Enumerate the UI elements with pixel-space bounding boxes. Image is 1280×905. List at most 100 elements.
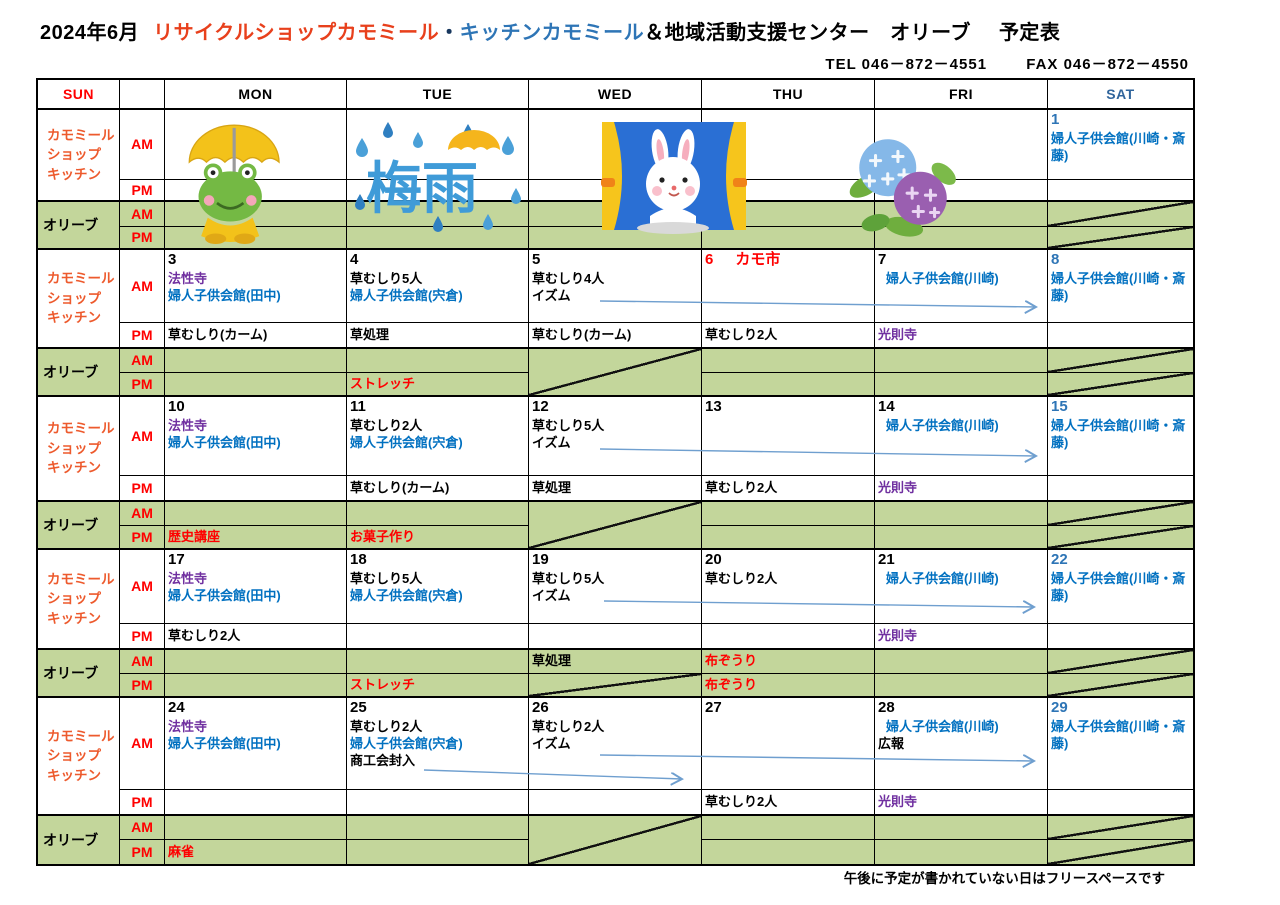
day-number: 7 xyxy=(878,251,887,268)
row-label-line: ショップ xyxy=(47,290,101,306)
camomile-row-label: カモミール ショップ キッチン xyxy=(38,550,120,650)
olive-cell xyxy=(529,202,702,227)
olive-cell-closed xyxy=(1048,526,1193,550)
event-text: イズム xyxy=(532,435,571,451)
olive-pm-label: PM xyxy=(120,840,165,864)
day-cell: 29 婦人子供会館(川崎・斎藤) xyxy=(1048,698,1193,790)
contact-line: TEL 046－872－4551 FAX 046－872－4550 xyxy=(36,53,1189,74)
event-text: 草むしり5人 xyxy=(532,418,605,434)
day-number: 22 xyxy=(1051,551,1068,568)
title-shop-name: リサイクルショップカモミール xyxy=(153,22,440,44)
camomile-row-label: カモミール ショップ キッチン xyxy=(38,698,120,816)
olive-cell xyxy=(165,373,347,397)
day-cell-pm: 草むしり(カーム) xyxy=(347,476,529,502)
event-text: 婦人子供会館(川崎・斎藤) xyxy=(1051,131,1186,164)
event-text: 草むしり2人 xyxy=(350,719,423,735)
day-cell: 17 法性寺 婦人子供会館(田中) xyxy=(165,550,347,624)
day-cell-pm xyxy=(165,790,347,816)
am-label: AM xyxy=(120,698,165,790)
event-text: イズム xyxy=(532,588,571,604)
day-cell: 18 草むしり5人 婦人子供会館(宍倉) xyxy=(347,550,529,624)
day-cell: 11 草むしり2人 婦人子供会館(宍倉) xyxy=(347,397,529,476)
day-cell-pm: 草むしり2人 xyxy=(702,476,875,502)
day-cell-pm: 草処理 xyxy=(529,476,702,502)
day-cell-pm: 草処理 xyxy=(347,323,529,349)
event-text: 布ぞうり xyxy=(705,676,758,692)
olive-cell xyxy=(347,202,529,227)
day-cell: 3 法性寺 婦人子供会館(田中) xyxy=(165,250,347,323)
olive-am-label: AM xyxy=(120,816,165,840)
am-label: AM xyxy=(120,550,165,624)
row-label-line: カモミール xyxy=(47,728,115,744)
olive-cell: ストレッチ xyxy=(347,373,529,397)
day-cell: 7 婦人子供会館(川崎) xyxy=(875,250,1048,323)
am-label: AM xyxy=(120,250,165,323)
event-text: 婦人子供会館(宍倉) xyxy=(350,588,463,604)
event-text: 法性寺 xyxy=(168,571,208,587)
olive-am-label: AM xyxy=(120,202,165,227)
event-text: 歴史講座 xyxy=(168,528,221,544)
olive-cell-closed xyxy=(1048,816,1193,840)
event-text: イズム xyxy=(532,288,571,304)
olive-cell xyxy=(875,349,1048,373)
header-cell-fri: FRI xyxy=(875,80,1048,110)
event-text: 草むしり2人 xyxy=(350,418,423,434)
day-cell-pm xyxy=(347,180,529,202)
event-text: 法性寺 xyxy=(168,271,208,287)
day-number: 14 xyxy=(878,398,895,415)
olive-cell xyxy=(875,840,1048,864)
day-cell-pm xyxy=(1048,476,1193,502)
tel-number: TEL 046－872－4551 xyxy=(825,56,988,73)
title-separator: ・ xyxy=(439,22,460,44)
olive-row-label: オリーブ xyxy=(38,502,120,550)
event-text: 法性寺 xyxy=(168,418,208,434)
day-cell xyxy=(875,110,1048,180)
day-cell-pm xyxy=(347,790,529,816)
olive-cell: お菓子作り xyxy=(347,526,529,550)
event-text: 草むしり(カーム) xyxy=(168,326,268,342)
event-text: 婦人子供会館(田中) xyxy=(168,736,281,752)
row-label-line: カモミール xyxy=(47,571,115,587)
day-cell-pm: 光則寺 xyxy=(875,790,1048,816)
day-cell-pm: 光則寺 xyxy=(875,624,1048,650)
event-text: イズム xyxy=(532,736,571,752)
event-text: お菓子作り xyxy=(350,528,416,544)
day-number: 13 xyxy=(705,398,722,415)
footer-note: 午後に予定が書かれていない日はフリースペースです xyxy=(843,871,1165,886)
day-cell-pm xyxy=(529,790,702,816)
event-text: 草むしり2人 xyxy=(705,326,778,342)
day-number: 29 xyxy=(1051,699,1068,716)
olive-cell: 歴史講座 xyxy=(165,526,347,550)
day-number: 4 xyxy=(350,251,359,268)
olive-cell xyxy=(347,349,529,373)
event-text: 光則寺 xyxy=(878,793,918,809)
olive-cell xyxy=(165,650,347,674)
title-schedule-label: 予定表 xyxy=(998,22,1061,44)
row-label-line: キッチン xyxy=(47,460,101,476)
event-text: 婦人子供会館(川崎) xyxy=(886,271,999,287)
row-label-line: キッチン xyxy=(47,767,101,783)
pm-label: PM xyxy=(120,180,165,202)
olive-cell xyxy=(875,502,1048,526)
olive-cell xyxy=(165,227,347,250)
title-month: 2024年6月 xyxy=(40,22,140,44)
row-label-line: カモミール xyxy=(47,127,115,143)
olive-cell: 布ぞうり xyxy=(702,674,875,698)
event-text: 草むしり2人 xyxy=(532,719,605,735)
olive-row-label: オリーブ xyxy=(38,816,120,864)
pm-label: PM xyxy=(120,624,165,650)
page-title: 2024年6月 リサイクルショップカモミール・キッチンカモミール＆地域活動支援セン… xyxy=(40,16,1060,45)
olive-cell xyxy=(347,840,529,864)
title-kitchen-name: キッチンカモミール xyxy=(459,22,645,44)
day-cell-pm xyxy=(165,180,347,202)
olive-cell xyxy=(702,526,875,550)
event-text: 光則寺 xyxy=(878,479,918,495)
day-cell xyxy=(165,110,347,180)
olive-cell-closed xyxy=(1048,840,1193,864)
event-text: 草むしり4人 xyxy=(532,271,605,287)
event-text: 草むしり(カーム) xyxy=(350,479,450,495)
day-number: 25 xyxy=(350,699,367,716)
day-cell: 6 カモ市 xyxy=(702,250,875,323)
event-text: 婦人子供会館(川崎・斎藤) xyxy=(1051,719,1186,752)
day-number: 24 xyxy=(168,699,185,716)
